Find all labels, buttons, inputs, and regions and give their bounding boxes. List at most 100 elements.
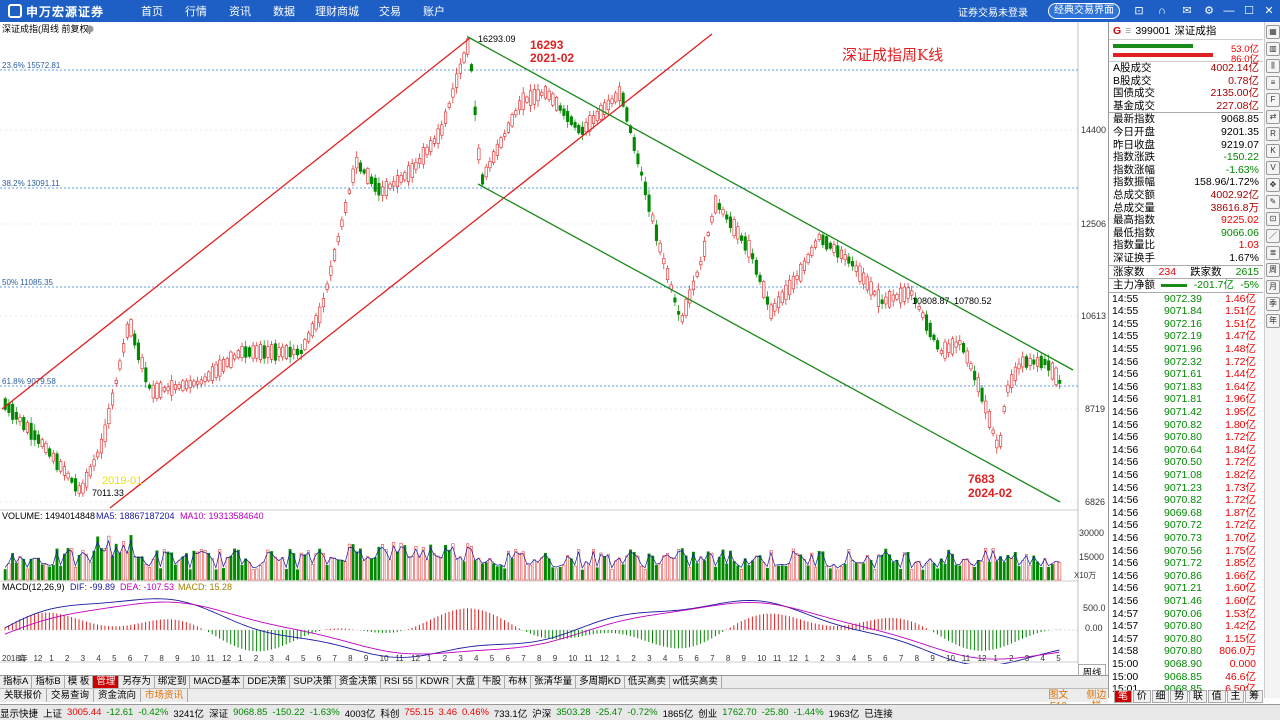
- candle-body: [825, 236, 829, 250]
- volume-bar: [358, 548, 362, 581]
- nav-trade[interactable]: 交易: [379, 6, 401, 18]
- indicator-tab[interactable]: 大盘: [453, 676, 480, 688]
- toolbar-f10-icon[interactable]: F: [1266, 93, 1280, 107]
- candle-body: [817, 234, 821, 240]
- toolbar-kline-icon[interactable]: ⫼: [1266, 59, 1280, 73]
- volume-bar: [962, 558, 965, 581]
- volume-bar: [392, 542, 396, 581]
- kline-chart-svg[interactable]: 23.6% 15572.81 38.2% 13091.11 50% 11085.35…: [0, 22, 1108, 664]
- indicator-tab[interactable]: RSI 55: [381, 676, 418, 688]
- indicator-tab[interactable]: 绑定到: [155, 676, 191, 688]
- green-channel-lower: [477, 183, 1061, 503]
- candle-body: [255, 345, 259, 359]
- indicator-tab[interactable]: 另存为: [119, 676, 155, 688]
- quote-tab-related[interactable]: 联: [1189, 690, 1207, 703]
- indicator-tab[interactable]: w低买高卖: [670, 676, 722, 688]
- minimize-icon[interactable]: —: [1223, 5, 1235, 17]
- tab-fund-flow[interactable]: 资金流向: [94, 689, 142, 702]
- nav-home[interactable]: 首页: [141, 6, 163, 18]
- toolbar-kdj-icon[interactable]: K: [1266, 144, 1280, 158]
- nav-data[interactable]: 数据: [273, 6, 295, 18]
- lock-icon[interactable]: ⊡: [1134, 5, 1144, 17]
- chart-settings-icon[interactable]: [86, 25, 94, 33]
- indicator-tab[interactable]: 管理: [93, 676, 120, 688]
- indicator-tab[interactable]: 牛股: [479, 676, 506, 688]
- candle-body: [965, 350, 969, 364]
- toolbar-chart-icon[interactable]: ▥: [1266, 42, 1280, 56]
- index-stat-value: 4002.92亿: [1210, 188, 1259, 201]
- quote-tab-trend[interactable]: 势: [1170, 690, 1189, 703]
- indicator-tab[interactable]: KDWR: [417, 676, 454, 688]
- tick-row: 14:56 9071.46 1.60亿: [1109, 595, 1263, 608]
- quote-tab-value[interactable]: 值: [1207, 690, 1226, 703]
- tick-cell: 1.60亿: [1225, 582, 1256, 595]
- tick-table[interactable]: 14:55 9072.39 1.46亿 14:55 9071.84 1.51亿 14:55 9…: [1109, 293, 1263, 696]
- sell-bar: [1113, 53, 1213, 57]
- toolbar-move-icon[interactable]: ✥: [1266, 178, 1280, 192]
- toolbar-vol-icon[interactable]: V: [1266, 161, 1280, 175]
- tab-related-quotes[interactable]: 关联报价: [0, 689, 48, 702]
- quote-tab-chips[interactable]: 筹: [1245, 690, 1263, 703]
- nav-quotes[interactable]: 行情: [185, 6, 207, 18]
- volume-bar: [751, 560, 755, 581]
- nav-wealth-mall[interactable]: 理财商城: [315, 6, 359, 18]
- index-stat-label: 最高指数: [1113, 214, 1155, 227]
- toolbar-week-icon[interactable]: 周: [1266, 263, 1280, 277]
- maximize-icon[interactable]: ☐: [1244, 5, 1254, 17]
- indicator-tab[interactable]: 指标B: [32, 676, 65, 688]
- toolbar-year-icon[interactable]: 年: [1266, 314, 1280, 328]
- toolbar-news-icon[interactable]: ≡: [1266, 76, 1280, 90]
- net-flow-row[interactable]: 主力净额 -201.7亿 -5%: [1109, 279, 1263, 292]
- close-icon[interactable]: ✕: [1264, 5, 1274, 17]
- indicator-tab[interactable]: 张清华量: [531, 676, 577, 688]
- classic-trade-button[interactable]: 经典交易界面: [1048, 3, 1120, 19]
- indicator-tab[interactable]: 多周期KD: [576, 676, 625, 688]
- volume-bar: [677, 549, 681, 581]
- volume-bar: [288, 549, 292, 581]
- toolbar-fib-icon[interactable]: ≣: [1266, 246, 1280, 260]
- indicator-tab[interactable]: MACD基本: [190, 676, 245, 688]
- x-tick-label: 8: [537, 654, 542, 663]
- volume-bar: [780, 565, 784, 581]
- tick-cell: 14:56: [1112, 531, 1139, 544]
- indicator-tab[interactable]: DDE决策: [244, 676, 291, 688]
- mail-icon[interactable]: ✉: [1182, 5, 1192, 17]
- toolbar-rsi-icon[interactable]: R: [1266, 127, 1280, 141]
- kline-chart-area[interactable]: 23.6% 15572.81 38.2% 13091.11 50% 11085.35…: [0, 22, 1108, 664]
- nav-news[interactable]: 资讯: [229, 6, 251, 18]
- nav-account[interactable]: 账户: [423, 6, 445, 18]
- quote-tab-detail[interactable]: 细: [1151, 690, 1170, 703]
- volume-bar: [925, 562, 928, 581]
- quote-tab-price[interactable]: 价: [1132, 690, 1151, 703]
- toolbar-grid-icon[interactable]: ▦: [1266, 25, 1280, 39]
- toolbar-lock-icon[interactable]: ⊡: [1266, 212, 1280, 226]
- link-sidebar[interactable]: 侧边栏: [1086, 690, 1107, 712]
- candle-body: [188, 380, 192, 389]
- indicator-tab[interactable]: 布林: [505, 676, 532, 688]
- quote-tab-main[interactable]: 主: [1226, 690, 1245, 703]
- volume-bar: [62, 553, 66, 581]
- indicator-tab[interactable]: SUP决策: [290, 676, 336, 688]
- tick-cell: 9069.68: [1164, 506, 1202, 519]
- headset-icon[interactable]: ∩: [1158, 5, 1166, 17]
- candle-body: [506, 122, 511, 133]
- tab-market-news[interactable]: 市场资讯: [141, 689, 189, 702]
- toolbar-quarter-icon[interactable]: 季: [1266, 297, 1280, 311]
- volume-bar: [425, 559, 429, 581]
- toolbar-draw-icon[interactable]: ✎: [1266, 195, 1280, 209]
- volume-bar: [196, 551, 200, 581]
- quote-tab-ticks[interactable]: 笔: [1114, 690, 1132, 703]
- toolbar-compare-icon[interactable]: ⇄: [1266, 110, 1280, 124]
- menu-icon[interactable]: ≡: [1125, 24, 1132, 37]
- toolbar-line-icon[interactable]: ／: [1266, 229, 1280, 243]
- toolbar-month-icon[interactable]: 月: [1266, 280, 1280, 294]
- indicator-tab[interactable]: 指标A: [0, 676, 33, 688]
- gear-icon[interactable]: ⚙: [1204, 5, 1214, 17]
- indicator-tab[interactable]: 低买高卖: [625, 676, 670, 688]
- candle-body: [373, 177, 377, 192]
- tab-trade-query[interactable]: 交易查询: [47, 689, 95, 702]
- link-f10[interactable]: 图文F10: [1048, 690, 1069, 712]
- login-status[interactable]: 证券交易未登录: [958, 8, 1028, 19]
- indicator-tab[interactable]: 资金决策: [336, 676, 381, 688]
- indicator-tab[interactable]: 模 板: [65, 676, 94, 688]
